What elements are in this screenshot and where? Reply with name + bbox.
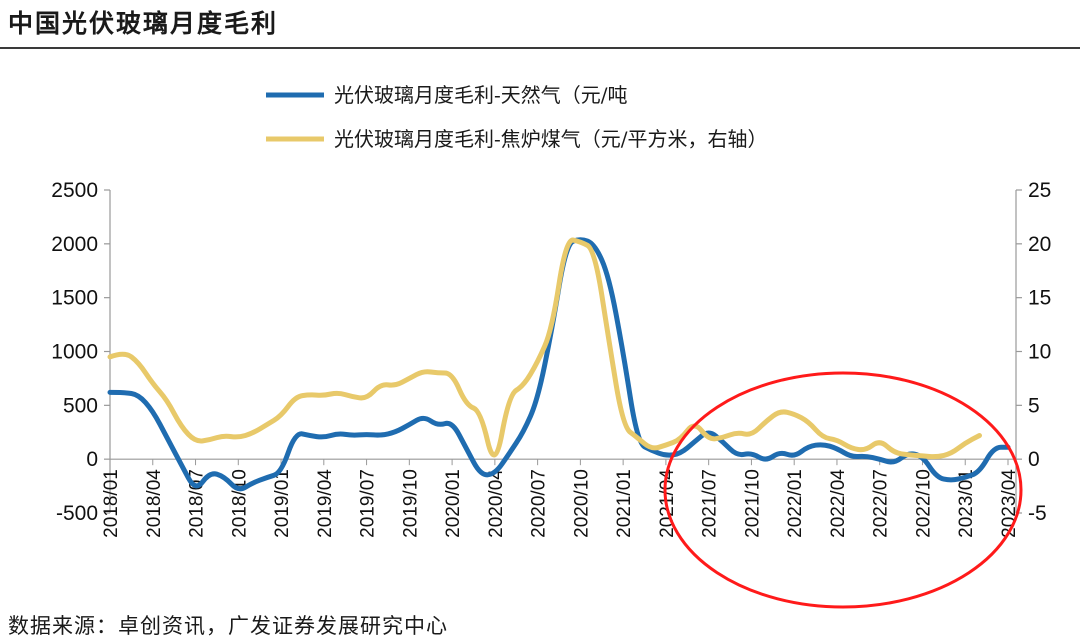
y-right-tick-label: 15 xyxy=(1028,287,1051,310)
x-tick-label: 2018/04 xyxy=(144,469,165,538)
x-tick-label: 2018/01 xyxy=(101,469,122,538)
y-right-tick-label: 5 xyxy=(1028,394,1040,417)
x-tick-label: 2022/01 xyxy=(785,469,806,538)
y-right-tick-label: 10 xyxy=(1028,341,1051,364)
x-tick-label: 2019/01 xyxy=(272,469,293,538)
highlight-ellipse xyxy=(663,371,1023,609)
page-title: 中国光伏玻璃月度毛利 xyxy=(8,9,279,38)
x-tick-label: 2020/01 xyxy=(443,469,464,538)
y-right-tick-label: 20 xyxy=(1028,233,1051,256)
y-left-tick-label: 1500 xyxy=(51,287,98,310)
y-left-tick-label: 2000 xyxy=(51,233,98,256)
y-left-tick-label: 0 xyxy=(86,448,98,471)
x-tick-label: 2022/07 xyxy=(871,469,892,538)
x-tick-label: 2021/01 xyxy=(614,469,635,538)
x-tick-label: 2023/01 xyxy=(956,469,977,538)
x-tick-label: 2021/10 xyxy=(742,469,763,538)
data-source: 数据来源：卓创资讯，广发证券发展研究中心 xyxy=(8,614,448,638)
x-tick-label: 2020/04 xyxy=(486,469,507,538)
x-tick-label: 2022/04 xyxy=(828,469,849,538)
legend-label-coke-oven-gas: 光伏玻璃月度毛利-焦炉煤气（元/平方米，右轴） xyxy=(334,127,768,151)
x-tick-label: 2018/10 xyxy=(229,469,250,538)
title-divider xyxy=(0,47,1080,49)
legend-label-natural-gas: 光伏玻璃月度毛利-天然气（元/吨 xyxy=(334,83,628,107)
y-left-tick-label: 2500 xyxy=(51,179,98,202)
x-tick-label: 2019/07 xyxy=(358,469,379,538)
series-line-coke-oven-gas xyxy=(107,237,982,460)
y-left-tick-label: 500 xyxy=(63,394,98,417)
x-tick-label: 2020/07 xyxy=(529,469,550,538)
x-tick-label: 2020/10 xyxy=(571,469,592,538)
legend: 光伏玻璃月度毛利-天然气（元/吨 光伏玻璃月度毛利-焦炉煤气（元/平方米，右轴） xyxy=(266,83,768,151)
x-tick-label: 2023/04 xyxy=(999,469,1020,538)
y-left-tick-label: -500 xyxy=(56,502,98,525)
x-tick-label: 2021/07 xyxy=(700,469,721,538)
y-right-tick-label: 0 xyxy=(1028,448,1040,471)
y-right-tick-label: -5 xyxy=(1028,502,1047,525)
x-tick-label: 2019/04 xyxy=(315,469,336,538)
x-tick-label: 2022/10 xyxy=(913,469,934,538)
y-left-tick-label: 1000 xyxy=(51,341,98,364)
x-tick-label: 2019/10 xyxy=(400,469,421,538)
y-right-tick-label: 25 xyxy=(1028,179,1051,202)
